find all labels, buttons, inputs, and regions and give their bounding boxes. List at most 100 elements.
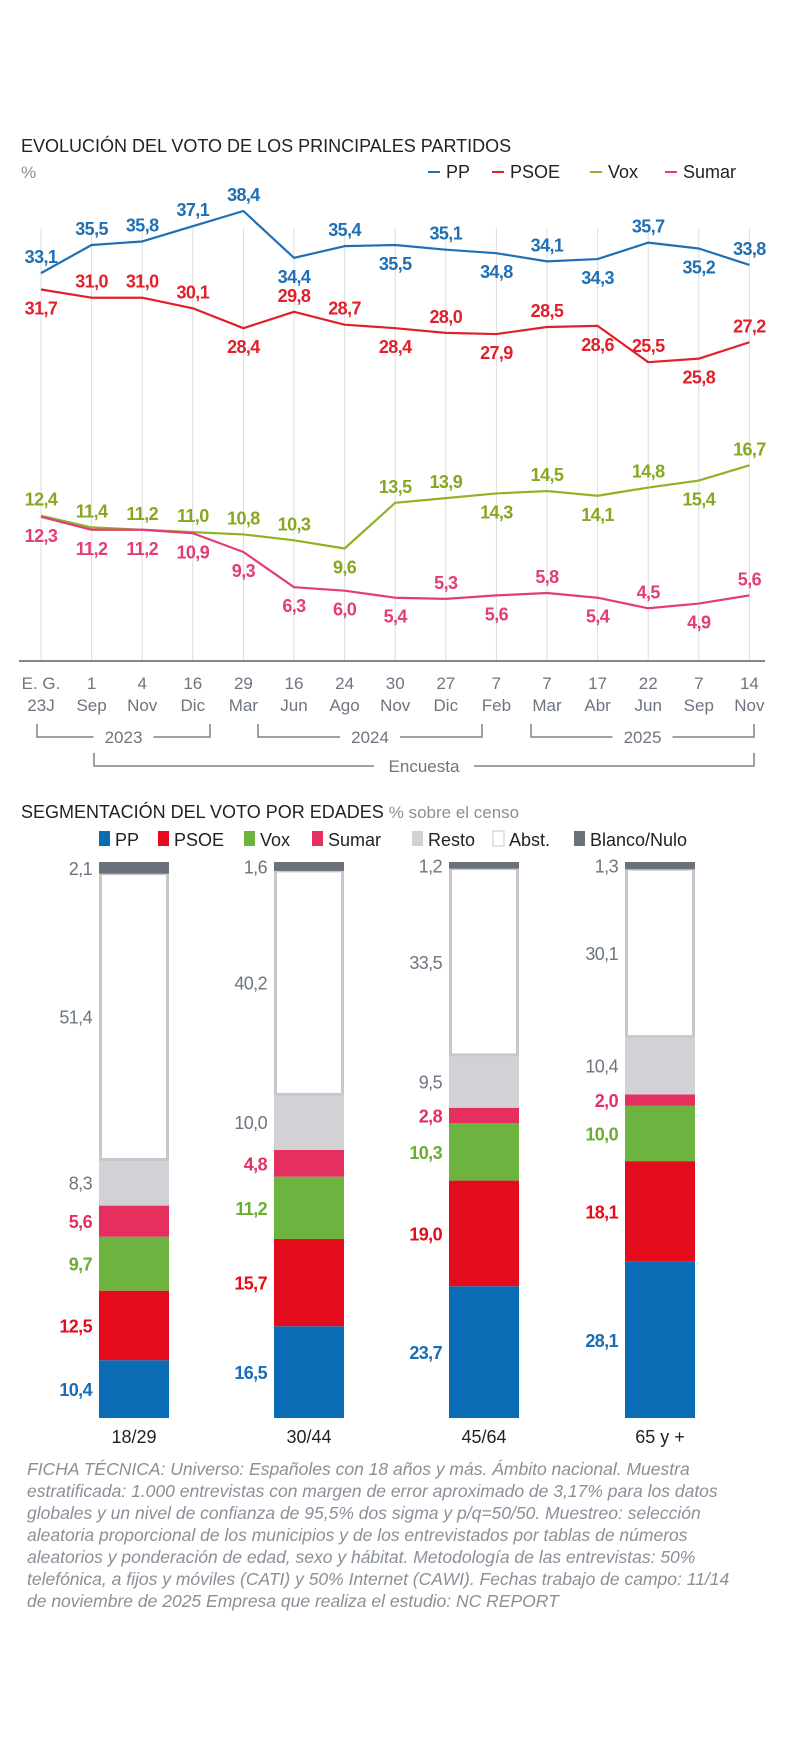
legend-label-vox: Vox bbox=[608, 162, 638, 182]
x-tick-label-month: Dic bbox=[434, 696, 459, 715]
data-label-sumar: 11,2 bbox=[126, 539, 158, 559]
x-tick-label-day: 7 bbox=[492, 674, 501, 693]
data-label-psoe: 27,2 bbox=[733, 316, 766, 336]
bar-value-label-abst: 30,1 bbox=[585, 944, 618, 964]
data-label-sumar: 4,9 bbox=[687, 613, 711, 633]
data-label-sumar: 10,9 bbox=[176, 542, 209, 562]
x-tick-label-month: Nov bbox=[734, 696, 765, 715]
data-label-psoe: 31,0 bbox=[126, 272, 159, 292]
x-tick-label-month: Ago bbox=[329, 696, 359, 715]
bar-segment-pp bbox=[274, 1326, 344, 1418]
data-label-psoe: 28,5 bbox=[531, 301, 564, 321]
legend-swatch-pp bbox=[99, 831, 110, 846]
bar-value-label-vox: 9,7 bbox=[69, 1255, 93, 1275]
bar-value-label-pp: 23,7 bbox=[409, 1343, 442, 1363]
x-tick-label-month: Jun bbox=[634, 696, 661, 715]
x-tick-label-day: 4 bbox=[137, 674, 146, 693]
data-label-vox: 10,3 bbox=[278, 514, 311, 534]
data-label-psoe: 31,0 bbox=[75, 272, 108, 292]
x-tick-label-day: E. G. bbox=[22, 674, 61, 693]
x-tick-label-day: 24 bbox=[335, 674, 354, 693]
legend-swatch-vox bbox=[244, 831, 255, 846]
data-label-psoe: 29,8 bbox=[278, 286, 311, 306]
bar-segment-abst bbox=[625, 867, 695, 1039]
data-label-pp: 35,1 bbox=[429, 224, 462, 244]
legend-swatch-resto bbox=[412, 831, 423, 846]
data-label-vox: 11,0 bbox=[177, 506, 209, 526]
x-tick-label-month: Sep bbox=[76, 696, 106, 715]
group-bracket bbox=[257, 724, 483, 738]
legend-label-sumar: Sumar bbox=[683, 162, 736, 182]
bar-segment-psoe bbox=[274, 1238, 344, 1327]
legend-label-blanconulo: Blanco/Nulo bbox=[590, 830, 687, 850]
legend-label-sumar: Sumar bbox=[328, 830, 381, 850]
bar-value-label-resto: 9,5 bbox=[419, 1072, 443, 1092]
bar-segment-abst bbox=[449, 867, 519, 1057]
x-tick-label-day: 17 bbox=[588, 674, 607, 693]
bar-segment-vox bbox=[449, 1123, 519, 1181]
data-label-sumar: 12,3 bbox=[25, 526, 58, 546]
group-bracket bbox=[36, 724, 211, 738]
bar-segment-vox bbox=[274, 1176, 344, 1239]
category-label: 45/64 bbox=[461, 1427, 506, 1447]
bar-value-label-vox: 10,0 bbox=[585, 1124, 618, 1144]
bar-segment-psoe bbox=[99, 1290, 169, 1361]
data-label-sumar: 9,3 bbox=[232, 561, 256, 581]
chart-title: SEGMENTACIÓN DEL VOTO POR EDADES % sobre… bbox=[21, 801, 519, 822]
data-label-sumar: 5,4 bbox=[586, 607, 610, 627]
data-label-vox: 9,6 bbox=[333, 558, 357, 578]
group-label-encuesta: Encuesta bbox=[389, 757, 460, 776]
data-label-sumar: 5,6 bbox=[738, 569, 762, 589]
data-label-psoe: 28,4 bbox=[379, 337, 412, 357]
line-chart: EVOLUCIÓN DEL VOTO DE LOS PRINCIPALES PA… bbox=[19, 135, 767, 776]
x-tick-label-month: Dic bbox=[181, 696, 206, 715]
bar-value-label-psoe: 18,1 bbox=[585, 1202, 618, 1222]
stacked-bar-chart: SEGMENTACIÓN DEL VOTO POR EDADES % sobre… bbox=[21, 801, 695, 1447]
data-label-vox: 14,1 bbox=[581, 505, 614, 525]
x-tick-label-month: Mar bbox=[229, 696, 259, 715]
bar-segment-pp bbox=[449, 1286, 519, 1418]
bar-segment-resto bbox=[274, 1094, 344, 1151]
bar-segment-blanconulo bbox=[625, 862, 695, 870]
data-label-psoe: 27,9 bbox=[480, 343, 513, 363]
bar-value-label-psoe: 19,0 bbox=[409, 1224, 442, 1244]
bar-value-label-blanconulo: 2,1 bbox=[69, 859, 93, 879]
data-label-psoe: 28,0 bbox=[429, 307, 462, 327]
bar-value-label-abst: 51,4 bbox=[59, 1008, 92, 1028]
data-label-psoe: 25,8 bbox=[682, 368, 715, 388]
data-label-vox: 15,4 bbox=[682, 490, 715, 510]
bar-segment-blanconulo bbox=[274, 862, 344, 871]
data-label-pp: 34,4 bbox=[278, 267, 311, 287]
bar-segment-sumar bbox=[99, 1205, 169, 1237]
x-tick-label-month: Mar bbox=[532, 696, 562, 715]
bar-segment-blanconulo bbox=[449, 862, 519, 869]
data-label-vox: 10,8 bbox=[227, 508, 260, 528]
bar-value-label-pp: 28,1 bbox=[585, 1331, 618, 1351]
data-label-vox: 14,8 bbox=[632, 462, 665, 482]
bar-segment-abst bbox=[274, 869, 344, 1096]
legend-label-pp: PP bbox=[446, 162, 470, 182]
bar-segment-sumar bbox=[449, 1107, 519, 1124]
x-tick-label-day: 16 bbox=[285, 674, 304, 693]
data-label-pp: 33,8 bbox=[733, 239, 766, 259]
bar-value-label-pp: 16,5 bbox=[234, 1363, 267, 1383]
bar-value-label-sumar: 2,8 bbox=[419, 1107, 443, 1127]
data-label-sumar: 5,8 bbox=[535, 567, 559, 587]
group-label-2023: 2023 bbox=[105, 728, 143, 747]
data-label-pp: 35,5 bbox=[379, 254, 412, 274]
bar-value-label-sumar: 2,0 bbox=[595, 1091, 619, 1111]
data-label-psoe: 31,7 bbox=[25, 299, 58, 319]
bar-segment-sumar bbox=[274, 1150, 344, 1177]
bar-segment-pp bbox=[99, 1360, 169, 1418]
data-label-sumar: 5,4 bbox=[384, 607, 408, 627]
x-tick-label-day: 22 bbox=[639, 674, 658, 693]
data-label-vox: 13,5 bbox=[379, 477, 412, 497]
x-tick-label-day: 30 bbox=[386, 674, 405, 693]
bar-value-label-resto: 10,0 bbox=[234, 1113, 267, 1133]
category-label: 18/29 bbox=[111, 1427, 156, 1447]
bar-value-label-sumar: 4,8 bbox=[244, 1154, 268, 1174]
bar-segment-abst bbox=[99, 872, 169, 1161]
bar-segment-resto bbox=[449, 1054, 519, 1108]
data-label-sumar: 11,2 bbox=[76, 539, 108, 559]
data-label-vox: 11,4 bbox=[76, 501, 108, 521]
